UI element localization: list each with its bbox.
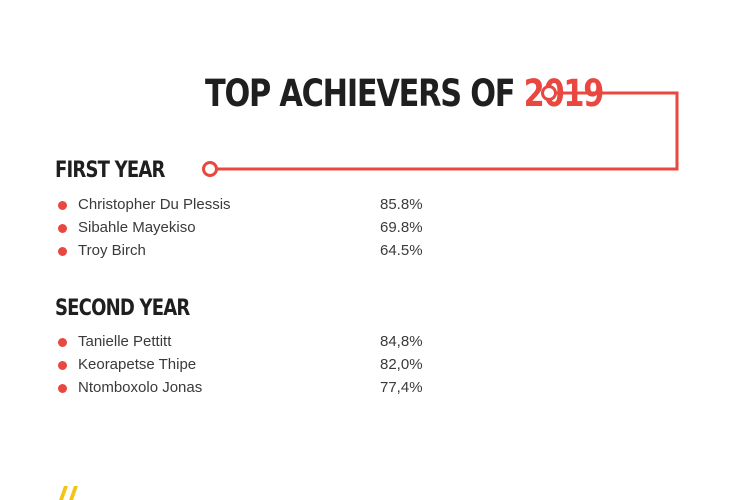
student-name: Christopher Du Plessis: [78, 196, 231, 213]
student-name: Tanielle Pettitt: [78, 333, 172, 350]
bullet-icon: [58, 361, 67, 370]
student-name: Sibahle Mayekiso: [78, 219, 196, 236]
list-item: Ntomboxolo Jonas 77,4%: [55, 377, 455, 400]
student-score: 85.8%: [380, 196, 423, 213]
first-year-list: Christopher Du Plessis 85.8% Sibahle May…: [55, 194, 455, 263]
student-name: Troy Birch: [78, 242, 146, 259]
student-name: Keorapetse Thipe: [78, 356, 197, 373]
student-score: 64.5%: [380, 242, 423, 259]
quote-mark-icon: [59, 486, 78, 500]
student-score: 69.8%: [380, 219, 423, 236]
section-heading-second-year: SECOND YEAR: [55, 296, 190, 321]
student-score: 77,4%: [380, 379, 423, 396]
connector-line-icon: [202, 85, 679, 177]
student-score: 84,8%: [380, 333, 423, 350]
bullet-icon: [58, 384, 67, 393]
section-heading-first-year: FIRST YEAR: [55, 158, 165, 183]
bullet-icon: [58, 224, 67, 233]
connector-path: [217, 91, 679, 171]
list-item: Troy Birch 64.5%: [55, 240, 455, 263]
connector-start-circle: [541, 85, 557, 101]
student-score: 82,0%: [380, 356, 423, 373]
list-item: Sibahle Mayekiso 69.8%: [55, 217, 455, 240]
title-prefix: TOP ACHIEVERS OF: [205, 72, 524, 115]
list-item: Tanielle Pettitt 84,8%: [55, 331, 455, 354]
bullet-icon: [58, 247, 67, 256]
connector-end-circle: [202, 161, 218, 177]
bullet-icon: [58, 201, 67, 210]
list-item: Christopher Du Plessis 85.8%: [55, 194, 455, 217]
bullet-icon: [58, 338, 67, 347]
student-name: Ntomboxolo Jonas: [78, 379, 203, 396]
second-year-list: Tanielle Pettitt 84,8% Keorapetse Thipe …: [55, 331, 455, 400]
list-item: Keorapetse Thipe 82,0%: [55, 354, 455, 377]
